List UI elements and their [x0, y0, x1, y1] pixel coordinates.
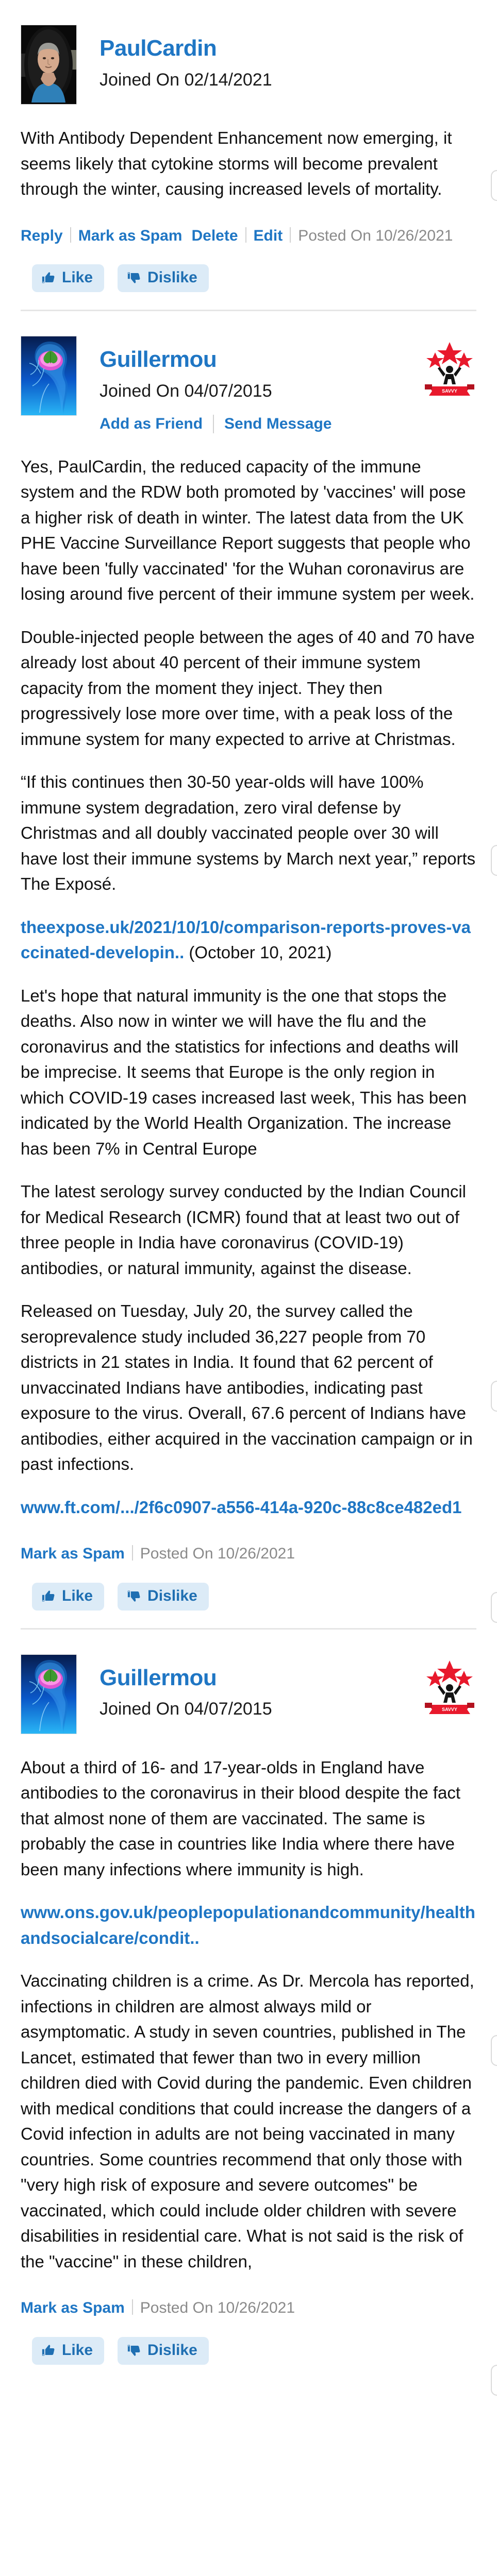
author-name-link-guillermou[interactable]: Guillermou — [100, 1665, 217, 1690]
body-link-paragraph: www.ft.com/.../2f6c0907-a556-414a-920c-8… — [21, 1495, 477, 1520]
divider — [131, 1545, 133, 1561]
savvy-award-badge-icon: SAVVY — [425, 1659, 474, 1716]
forum-post: PaulCardin Joined On 02/14/2021 With Ant… — [0, 0, 497, 292]
posted-on-text: Posted On 10/26/2021 — [298, 227, 453, 244]
body-paragraph: About a third of 16- and 17-year-olds in… — [21, 1757, 461, 1879]
author-meta: Guillermou Joined On 04/07/2015 Add as F… — [100, 336, 477, 433]
forum-post: Guillermou Joined On 04/07/2015 Add as F… — [0, 311, 497, 1611]
divider — [245, 227, 246, 243]
divider — [131, 2299, 133, 2315]
post-author-header: PaulCardin Joined On 02/14/2021 — [21, 0, 477, 105]
like-label: Like — [62, 269, 93, 286]
post-body: With Antibody Dependent Enhancement now … — [21, 125, 477, 204]
divider — [213, 414, 214, 433]
post-list: PaulCardin Joined On 02/14/2021 With Ant… — [0, 0, 497, 2365]
posted-on-text: Posted On 10/26/2021 — [140, 1545, 295, 1563]
scroll-edge-artifact — [491, 2365, 497, 2396]
svg-text:SAVVY: SAVVY — [442, 1707, 457, 1712]
svg-text:SAVVY: SAVVY — [442, 388, 457, 394]
dislike-button[interactable]: Dislike — [118, 2336, 209, 2365]
post-action-links: Mark as Spam Posted On 10/26/2021 — [21, 1543, 477, 1565]
external-link[interactable]: www.ons.gov.uk/peoplepopulationandcommun… — [21, 1903, 475, 1947]
add-as-friend-link[interactable]: Add as Friend — [100, 415, 203, 432]
like-button[interactable]: Like — [32, 2336, 105, 2365]
like-label: Like — [62, 2341, 93, 2359]
spacer — [182, 225, 191, 247]
avatar[interactable] — [21, 1654, 77, 1734]
savvy-award-badge-icon: SAVVY — [425, 341, 474, 398]
dislike-label: Dislike — [147, 269, 197, 286]
body-link-paragraph: www.ons.gov.uk/peoplepopulationandcommun… — [21, 1900, 477, 1951]
external-link[interactable]: theexpose.uk/2021/10/10/comparison-repor… — [21, 917, 471, 962]
scroll-edge-artifact — [491, 170, 497, 201]
body-paragraph: Yes, PaulCardin, the reduced capacity of… — [21, 456, 475, 604]
delete-link[interactable]: Delete — [191, 227, 238, 244]
vote-buttons: Like Dislike — [21, 1582, 477, 1611]
author-name-link-guillermou[interactable]: Guillermou — [100, 347, 217, 372]
body-paragraph: Released on Tuesday, July 20, the survey… — [21, 1301, 473, 1474]
post-body: Yes, PaulCardin, the reduced capacity of… — [21, 454, 477, 1522]
joined-on-text: Joined On 04/07/2015 — [100, 381, 272, 401]
scroll-edge-artifact — [491, 2035, 497, 2066]
thumbs-down-icon — [127, 1588, 147, 1604]
body-paragraph: Vaccinating children is a crime. As Dr. … — [21, 1971, 474, 2271]
posted-on-text: Posted On 10/26/2021 — [140, 2299, 295, 2317]
body-paragraph: Double-injected people between the ages … — [21, 627, 475, 749]
like-button[interactable]: Like — [32, 1582, 105, 1611]
send-message-link[interactable]: Send Message — [224, 415, 332, 432]
like-button[interactable]: Like — [32, 264, 105, 292]
author-meta: PaulCardin Joined On 02/14/2021 — [100, 25, 477, 90]
body-paragraph: Let's hope that natural immunity is the … — [21, 986, 467, 1158]
thumbs-up-icon — [41, 1588, 62, 1604]
like-label: Like — [62, 1587, 93, 1604]
dislike-button[interactable]: Dislike — [118, 264, 209, 292]
thumbs-down-icon — [127, 270, 147, 285]
post-author-header: Guillermou Joined On 04/07/2015 Add as F… — [21, 311, 477, 433]
forum-thread-page: PaulCardin Joined On 02/14/2021 With Ant… — [0, 0, 497, 2396]
dislike-label: Dislike — [147, 2341, 197, 2359]
avatar[interactable] — [21, 25, 77, 105]
body-paragraph: With Antibody Dependent Enhancement now … — [21, 128, 452, 198]
post-body: About a third of 16- and 17-year-olds in… — [21, 1755, 477, 2277]
post-divider — [21, 1628, 476, 1630]
scroll-edge-artifact — [491, 845, 497, 876]
reply-link[interactable]: Reply — [21, 227, 63, 244]
forum-post: Guillermou Joined On 04/07/2015 SAVVY Ab… — [0, 1630, 497, 2365]
friend-links: Add as Friend Send Message — [100, 414, 477, 433]
mark-as-spam-link[interactable]: Mark as Spam — [78, 227, 183, 244]
divider — [70, 227, 71, 243]
body-paragraph: The latest serology survey conducted by … — [21, 1182, 466, 1278]
mark-as-spam-link[interactable]: Mark as Spam — [21, 2299, 125, 2317]
joined-on-text: Joined On 04/07/2015 — [100, 1699, 272, 1719]
joined-on-text: Joined On 02/14/2021 — [100, 70, 272, 90]
author-name-link-paulcardin[interactable]: PaulCardin — [100, 36, 217, 61]
post-action-links: Reply Mark as Spam Delete Edit Posted On 10… — [21, 225, 477, 247]
edit-link[interactable]: Edit — [253, 227, 283, 244]
vote-buttons: Like Dislike — [21, 2336, 477, 2365]
thumbs-up-icon — [41, 270, 62, 285]
body-link-paragraph: theexpose.uk/2021/10/10/comparison-repor… — [21, 914, 477, 965]
author-meta: Guillermou Joined On 04/07/2015 — [100, 1654, 477, 1720]
divider — [290, 227, 291, 243]
scroll-edge-artifact — [491, 1592, 497, 1623]
post-author-header: Guillermou Joined On 04/07/2015 SAVVY — [21, 1630, 477, 1734]
body-paragraph: “If this continues then 30-50 year-olds … — [21, 772, 476, 894]
external-link[interactable]: www.ft.com/.../2f6c0907-a556-414a-920c-8… — [21, 1497, 462, 1517]
dislike-button[interactable]: Dislike — [118, 1582, 209, 1611]
post-action-links: Mark as Spam Posted On 10/26/2021 — [21, 2297, 477, 2319]
link-date-note: (October 10, 2021) — [184, 943, 332, 962]
dislike-label: Dislike — [147, 1587, 197, 1604]
post-divider — [21, 310, 476, 311]
scroll-edge-artifact — [491, 1381, 497, 1412]
avatar[interactable] — [21, 336, 77, 416]
thumbs-down-icon — [127, 2343, 147, 2358]
thumbs-up-icon — [41, 2343, 62, 2358]
mark-as-spam-link[interactable]: Mark as Spam — [21, 1545, 125, 1563]
vote-buttons: Like Dislike — [21, 264, 477, 292]
